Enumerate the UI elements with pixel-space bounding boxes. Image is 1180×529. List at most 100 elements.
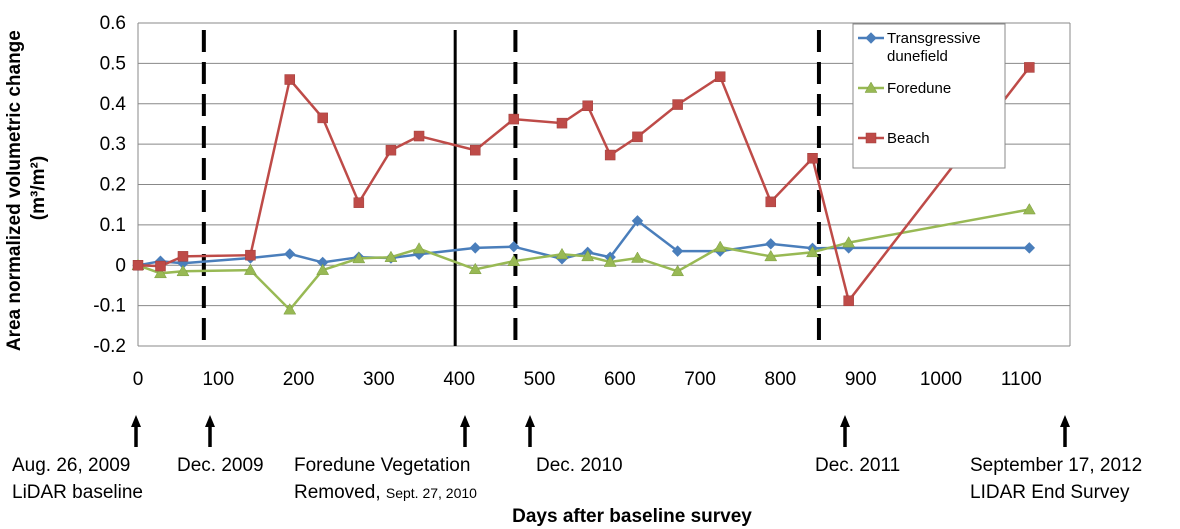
event-label-line2-main: LiDAR baseline [12,482,143,503]
event-label-line2: LIDAR End Survey [970,482,1130,503]
data-point-triangle [468,262,482,275]
x-tick-label: 200 [283,369,315,390]
x-tick-label: 400 [443,369,475,390]
data-point-triangle [283,303,297,315]
event-label-line2-main: Removed, [294,482,386,503]
data-point-triangle [555,247,569,260]
data-point-triangle [603,255,617,267]
event-marker: Aug. 26, 2009 LiDAR baseline [12,415,143,503]
data-point-triangle [713,240,727,252]
x-tick-label: 1100 [1001,369,1042,390]
series-beach [132,62,1035,307]
axis-titles: Area normalized volumetric change (m³/m²… [4,25,752,527]
data-point-triangle [176,264,190,277]
data-point-triangle [842,236,856,248]
x-tick-label: 500 [524,369,556,390]
x-tick-label: 600 [604,369,636,390]
data-point-triangle [507,254,521,266]
up-arrow-icon [205,415,215,427]
event-label-line1: Dec. 2009 [177,455,264,476]
y-tick-label: 0.3 [100,134,126,155]
y-axis-label: Area normalized volumetric change (m³/m²… [4,25,49,351]
data-point-square [317,112,328,124]
event-label-line2: LiDAR baseline [12,482,143,503]
x-tick-label: 900 [845,369,877,390]
data-point-square [284,74,296,85]
data-series [131,62,1036,315]
y-tick-label: -0.1 [93,296,126,317]
data-point-triangle [671,264,685,277]
data-point-square [1024,62,1035,73]
legend-label: Transgressive [887,30,981,47]
data-point-square [470,144,481,156]
data-point-diamond [631,215,644,227]
event-marker: Foredune Vegetation Removed, Sept. 27, 20… [294,415,477,503]
data-point-triangle [806,245,819,258]
data-point-square [413,130,425,142]
data-point-triangle [581,249,595,262]
event-marker: Dec. 2010 [525,415,623,476]
event-vertical-lines [201,30,821,346]
data-point-square [843,295,854,307]
y-axis-label-line1: Area normalized volumetric change [4,30,25,351]
data-point-diamond [469,242,481,254]
data-point-diamond [865,32,877,44]
data-point-square [508,113,520,125]
y-tick-label: 0.2 [100,175,126,196]
event-marker: Dec. 2009 [177,415,264,476]
data-point-square [807,153,818,164]
data-point-triangle [384,250,398,262]
data-point-triangle [243,263,257,275]
data-point-square [714,71,726,82]
axes: -0.2 -0.1 0 0.1 0.2 0.3 0.4 0.5 0.6 0 100 200 300 400… [93,13,1071,390]
event-marker: September 17, 2012 LIDAR End Survey [970,415,1142,503]
data-point-square [604,149,616,161]
data-point-diamond [284,248,296,260]
legend-label: dunefield [887,48,948,65]
x-tick-label: 1000 [920,369,962,390]
data-point-square [865,132,877,144]
data-point-triangle [412,242,426,254]
legend-box [852,23,1006,169]
data-point-square [672,99,683,110]
legend-label: Beach [887,130,930,147]
data-point-triangle [1022,203,1036,215]
series-foredune [131,203,1036,315]
data-point-triangle [154,266,167,279]
series-transgressive-dunefield [132,215,1036,271]
y-tick-label: 0.6 [100,13,126,34]
x-tick-label: 100 [202,369,234,390]
data-point-square [132,260,144,271]
data-point-square [353,197,365,208]
x-tick-label: 300 [363,369,395,390]
data-point-square [556,117,568,129]
up-arrow-icon [1060,415,1070,427]
legend-label: Foredune [887,80,951,97]
data-point-square [155,260,166,272]
x-tick-label: 700 [684,369,716,390]
up-arrow-icon [525,415,535,427]
data-point-triangle [631,251,644,263]
data-point-square [385,144,397,156]
x-tick-label: 0 [133,369,144,390]
event-label-line1: Foredune Vegetation [294,455,470,476]
event-label-line2-main: LIDAR End Survey [970,482,1130,503]
y-tick-label: 0.4 [100,94,127,115]
up-arrow-icon [460,415,470,427]
data-point-triangle [352,251,366,264]
data-point-diamond [671,245,684,257]
data-point-square [245,249,256,261]
data-point-square [582,100,593,112]
x-axis-label: Days after baseline survey [512,506,752,527]
event-annotations: Aug. 26, 2009 LiDAR baseline Dec. 2009 Fore… [12,415,1142,503]
data-point-square [632,131,643,143]
event-label-line2: Removed, Sept. 27, 2010 [294,482,477,503]
data-point-diamond [1023,242,1036,254]
event-label-line1: Dec. 2011 [815,455,900,476]
event-label-line2-date: Sept. 27, 2010 [386,485,477,501]
event-marker: Dec. 2011 [815,415,900,476]
data-point-triangle [764,249,778,262]
event-label-line1: Dec. 2010 [536,455,623,476]
y-tick-label: 0.1 [100,215,126,236]
x-tick-label: 800 [765,369,797,390]
